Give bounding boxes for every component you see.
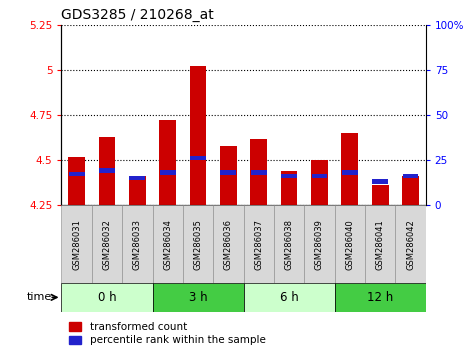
- Text: 3 h: 3 h: [189, 291, 207, 304]
- Text: 12 h: 12 h: [367, 291, 393, 304]
- Bar: [220, 170, 236, 175]
- Bar: [244, 283, 334, 312]
- Bar: [152, 25, 183, 205]
- Bar: [92, 205, 122, 283]
- Bar: [402, 176, 419, 205]
- Bar: [122, 25, 152, 205]
- Bar: [274, 25, 304, 205]
- Text: 6 h: 6 h: [280, 291, 298, 304]
- Bar: [244, 25, 274, 205]
- Bar: [183, 205, 213, 283]
- Text: GSM286037: GSM286037: [254, 219, 263, 270]
- Text: GSM286034: GSM286034: [163, 219, 172, 270]
- Text: time: time: [27, 292, 52, 302]
- Bar: [244, 205, 274, 283]
- Legend: transformed count, percentile rank within the sample: transformed count, percentile rank withi…: [67, 320, 268, 348]
- Bar: [312, 174, 327, 178]
- Text: GSM286033: GSM286033: [133, 219, 142, 270]
- Bar: [220, 146, 237, 205]
- Text: GSM286031: GSM286031: [72, 219, 81, 270]
- Bar: [274, 205, 304, 283]
- Bar: [160, 170, 175, 175]
- Bar: [281, 174, 297, 178]
- Bar: [92, 25, 122, 205]
- Bar: [152, 283, 244, 312]
- Bar: [68, 156, 85, 205]
- Bar: [342, 170, 358, 175]
- Text: GSM286039: GSM286039: [315, 219, 324, 270]
- Bar: [130, 176, 145, 180]
- Bar: [190, 66, 206, 205]
- Text: GSM286032: GSM286032: [103, 219, 112, 270]
- Bar: [129, 176, 146, 205]
- Bar: [152, 205, 183, 283]
- Bar: [61, 205, 92, 283]
- Bar: [61, 25, 92, 205]
- Bar: [281, 171, 298, 205]
- Bar: [403, 174, 419, 178]
- Text: 0 h: 0 h: [98, 291, 116, 304]
- Bar: [304, 205, 334, 283]
- Text: GDS3285 / 210268_at: GDS3285 / 210268_at: [61, 8, 214, 22]
- Bar: [304, 25, 334, 205]
- Bar: [372, 179, 388, 184]
- Bar: [342, 133, 358, 205]
- Bar: [250, 138, 267, 205]
- Text: GSM286040: GSM286040: [345, 219, 354, 270]
- Text: GSM286041: GSM286041: [376, 219, 385, 270]
- Bar: [69, 172, 85, 176]
- Bar: [372, 185, 388, 205]
- Bar: [122, 205, 152, 283]
- Text: GSM286042: GSM286042: [406, 219, 415, 270]
- Bar: [334, 25, 365, 205]
- Text: GSM286035: GSM286035: [193, 219, 202, 270]
- Bar: [395, 205, 426, 283]
- Bar: [311, 160, 328, 205]
- Bar: [365, 205, 395, 283]
- Bar: [183, 25, 213, 205]
- Bar: [190, 156, 206, 160]
- Bar: [334, 205, 365, 283]
- Bar: [251, 170, 267, 175]
- Bar: [213, 205, 244, 283]
- Bar: [395, 25, 426, 205]
- Bar: [99, 137, 115, 205]
- Bar: [365, 25, 395, 205]
- Bar: [99, 168, 115, 173]
- Text: GSM286038: GSM286038: [285, 219, 294, 270]
- Bar: [334, 283, 426, 312]
- Bar: [159, 120, 176, 205]
- Bar: [213, 25, 244, 205]
- Text: GSM286036: GSM286036: [224, 219, 233, 270]
- Bar: [61, 283, 152, 312]
